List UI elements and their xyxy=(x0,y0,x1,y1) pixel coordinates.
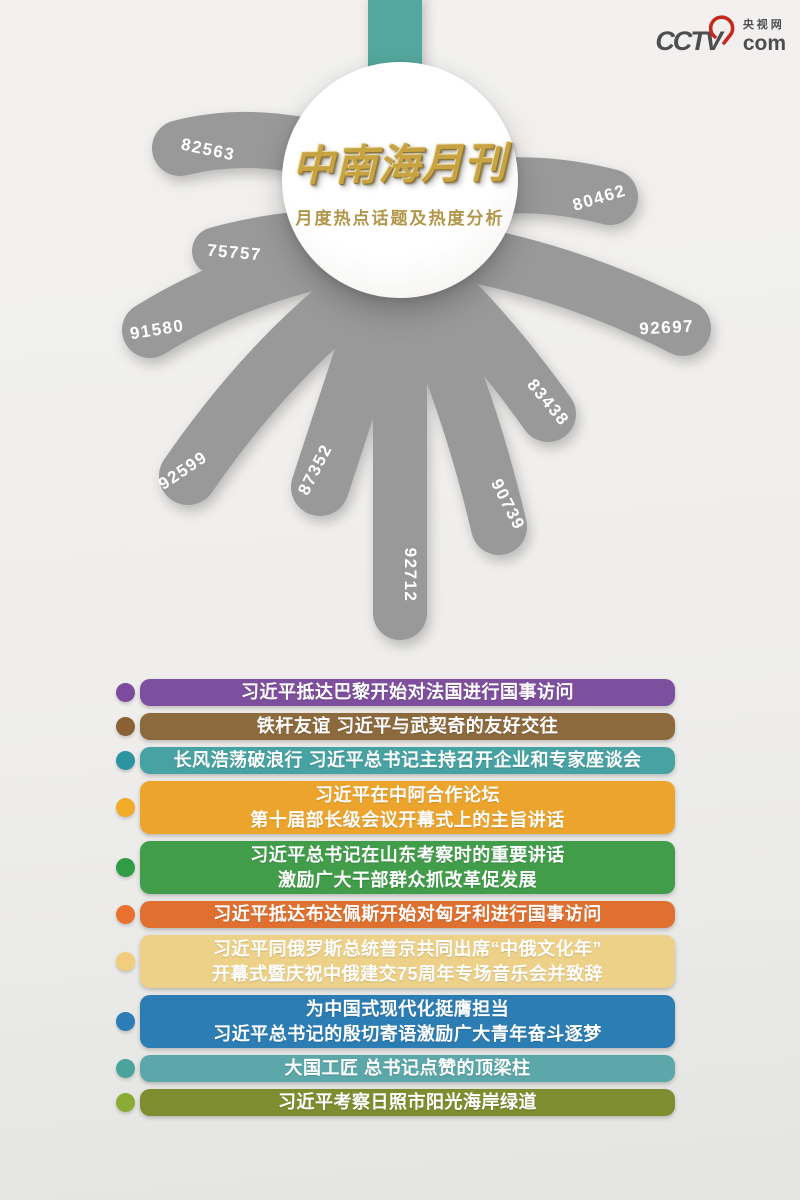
topic-dot xyxy=(116,717,135,736)
topic-list: 习近平抵达巴黎开始对法国进行国事访问 铁杆友谊 习近平与武契奇的友好交往 长风浩… xyxy=(116,679,684,1123)
topic-bar: 大国工匠 总书记点赞的顶梁柱 xyxy=(140,1055,675,1082)
topic-text: 习近平抵达巴黎开始对法国进行国事访问 xyxy=(241,682,574,702)
topic-text: 习近平考察日照市阳光海岸绿道 xyxy=(278,1092,537,1112)
topic-text: 长风浩荡破浪行 习近平总书记主持召开企业和专家座谈会 xyxy=(173,750,642,770)
topic-text: 习近平在中阿合作论坛 xyxy=(315,784,500,805)
topic-dot xyxy=(116,1093,135,1112)
topic-row-4: 习近平在中阿合作论坛第十届部长级会议开幕式上的主旨讲话 xyxy=(116,781,684,834)
poster-subtitle: 月度热点话题及热度分析 xyxy=(295,209,505,228)
topic-row-7: 习近平同俄罗斯总统普京共同出席“中俄文化年” 开幕式暨庆祝中俄建交75周年专场音乐… xyxy=(116,935,684,988)
center-medallion: 中南海月刊 月度热点话题及热度分析 xyxy=(282,62,518,298)
topic-dot xyxy=(116,751,135,770)
topic-text: 激励广大干部群众抓改革促发展 xyxy=(278,869,537,890)
topic-text: 习近平总书记在山东考察时的重要讲话 xyxy=(250,844,565,865)
topic-text: 为中国式现代化挺膺担当 xyxy=(305,998,510,1019)
petal-green xyxy=(390,262,527,555)
topic-dot xyxy=(116,905,135,924)
topic-dot xyxy=(116,1059,135,1078)
topic-bar: 习近平抵达布达佩斯开始对匈牙利进行国事访问 xyxy=(140,901,675,928)
topic-row-5: 习近平总书记在山东考察时的重要讲话 激励广大干部群众抓改革促发展 xyxy=(116,841,684,894)
topic-row-9: 大国工匠 总书记点赞的顶梁柱 xyxy=(116,1055,684,1082)
topic-text: 习近平总书记的殷切寄语激励广大青年奋斗逐梦 xyxy=(213,1023,602,1044)
cctv-site-name: 央视网 xyxy=(742,18,785,31)
cctv-domain: com xyxy=(742,31,786,55)
topic-bar: 铁杆友谊 习近平与武契奇的友好交往 xyxy=(140,713,675,740)
topic-bar: 习近平抵达巴黎开始对法国进行国事访问 xyxy=(140,679,675,706)
topic-text: 开幕式暨庆祝中俄建交75周年专场音乐会并致辞 xyxy=(211,963,604,984)
topic-text: 大国工匠 总书记点赞的顶梁柱 xyxy=(284,1058,531,1078)
topic-dot xyxy=(116,1012,135,1031)
topic-row-2: 铁杆友谊 习近平与武契奇的友好交往 xyxy=(116,713,684,740)
topic-bar: 长风浩荡破浪行 习近平总书记主持召开企业和专家座谈会 xyxy=(140,747,675,774)
topic-dot xyxy=(116,798,135,817)
topic-bar: 习近平在中阿合作论坛第十届部长级会议开幕式上的主旨讲话 xyxy=(140,781,675,834)
cctv-logo: CCTV 央视网 com xyxy=(655,14,786,55)
topic-bar: 习近平总书记在山东考察时的重要讲话 激励广大干部群众抓改革促发展 xyxy=(140,841,675,894)
petal-value-92712: 92712 xyxy=(401,548,420,603)
topic-bar: 习近平同俄罗斯总统普京共同出席“中俄文化年” 开幕式暨庆祝中俄建交75周年专场音乐… xyxy=(140,935,675,988)
topic-row-1: 习近平抵达巴黎开始对法国进行国事访问 xyxy=(116,679,684,706)
topic-bar: 习近平考察日照市阳光海岸绿道 xyxy=(140,1089,675,1116)
topic-text: 习近平同俄罗斯总统普京共同出席“中俄文化年” xyxy=(213,938,602,959)
topic-dot xyxy=(116,952,135,971)
petal-darkteal xyxy=(159,259,391,505)
cctv-site-block: 央视网 com xyxy=(742,18,786,55)
topic-row-10: 习近平考察日照市阳光海岸绿道 xyxy=(116,1089,684,1116)
topic-dot xyxy=(116,683,135,702)
petal-value-75757: 75757 xyxy=(206,241,262,265)
cctv-swoosh-icon xyxy=(708,14,735,45)
topic-text: 铁杆友谊 习近平与武契奇的友好交往 xyxy=(256,716,559,736)
topic-row-8: 为中国式现代化挺膺担当习近平总书记的殷切寄语激励广大青年奋斗逐梦 xyxy=(116,995,684,1048)
topic-row-3: 长风浩荡破浪行 习近平总书记主持召开企业和专家座谈会 xyxy=(116,747,684,774)
topic-text: 习近平抵达布达佩斯开始对匈牙利进行国事访问 xyxy=(213,904,602,924)
petal-value-92697: 92697 xyxy=(639,317,695,339)
topic-row-6: 习近平抵达布达佩斯开始对匈牙利进行国事访问 xyxy=(116,901,684,928)
topic-text: 第十届部长级会议开幕式上的主旨讲话 xyxy=(250,809,565,830)
topic-bar: 为中国式现代化挺膺担当习近平总书记的殷切寄语激励广大青年奋斗逐梦 xyxy=(140,995,675,1048)
topic-dot xyxy=(116,858,135,877)
poster-title: 中南海月刊 xyxy=(292,139,508,190)
